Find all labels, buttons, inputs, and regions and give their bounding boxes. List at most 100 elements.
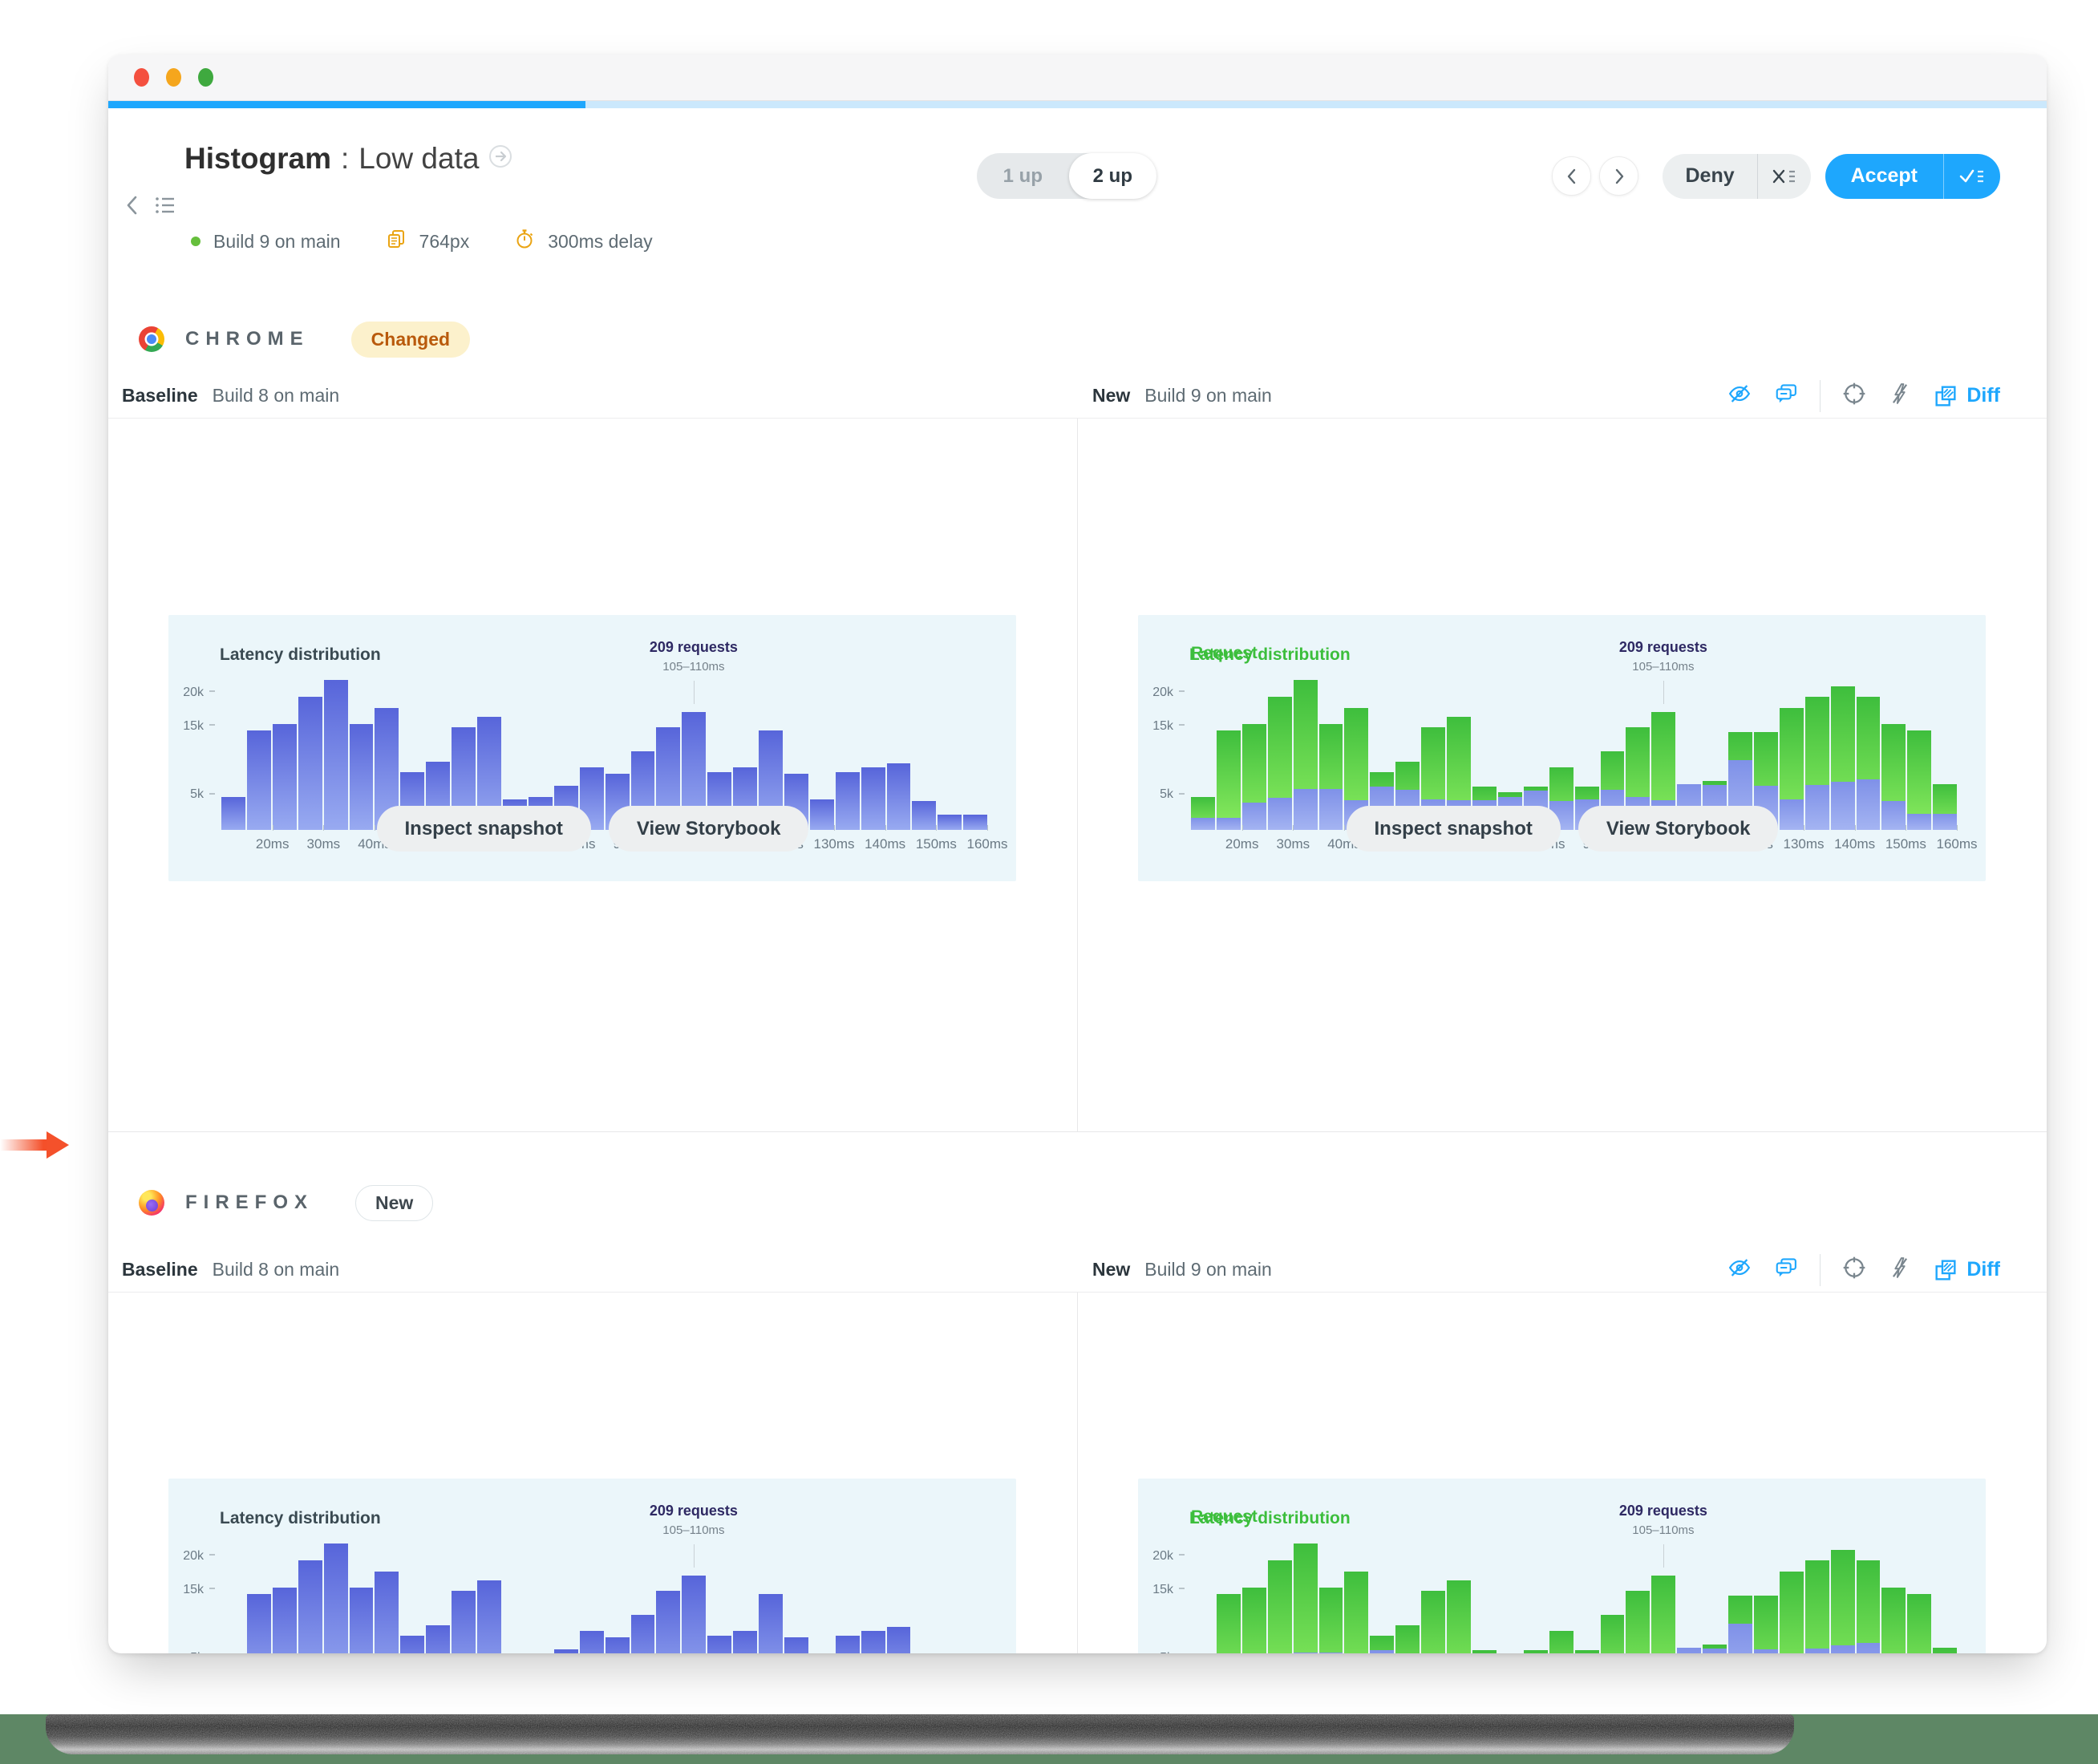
- x-axis-label: 160ms: [966, 836, 1008, 852]
- diff-label: Diff: [1966, 384, 2000, 407]
- story-meta-row: Build 9 on main 764px 300ms delay: [191, 229, 653, 254]
- toggle-2up[interactable]: 2 up: [1068, 153, 1156, 199]
- bar: [579, 1541, 604, 1653]
- bar: [221, 678, 245, 830]
- story-header: Histogram : Low data Build 9 on main 764…: [108, 108, 2047, 265]
- deny-button[interactable]: Deny: [1685, 164, 1735, 187]
- close-window-button[interactable]: [134, 68, 149, 87]
- bar-series: [1191, 1541, 1958, 1653]
- firefox-baseline-pane: Latency distribution5k15k20k20ms30ms40ms…: [108, 1293, 1077, 1653]
- bar-series: [221, 1541, 987, 1653]
- hide-changes-icon[interactable]: [1727, 382, 1752, 411]
- desktop-background-strip: [0, 1714, 2098, 1764]
- y-axis-label: 15k: [1149, 1583, 1185, 1597]
- view-storybook-button[interactable]: View Storybook: [1578, 806, 1779, 852]
- x-axis-label: 150ms: [1885, 836, 1926, 852]
- highlight-off-icon[interactable]: [1888, 1255, 1912, 1285]
- x-axis-label: 130ms: [813, 836, 855, 852]
- bar: [1472, 1541, 1497, 1653]
- x-axis-label: 140ms: [1834, 836, 1876, 852]
- x-axis-tick: [1241, 825, 1243, 831]
- inspect-snapshot-button[interactable]: Inspect snapshot: [376, 806, 591, 852]
- annotation-line: [693, 681, 695, 704]
- bar: [938, 1541, 962, 1653]
- firefox-section-header: FIREFOX New: [108, 1176, 2047, 1229]
- bar: [784, 1541, 808, 1653]
- bar: [1626, 1541, 1650, 1653]
- bar: [1267, 1541, 1292, 1653]
- delay-value: 300ms delay: [548, 230, 653, 252]
- y-axis-label: 5k: [1149, 787, 1185, 802]
- x-axis-label: 160ms: [1936, 836, 1978, 852]
- bar: [246, 678, 271, 830]
- chrome-new-pane: Latency Request distribution 5k 15k 20k 20ms 3…: [1077, 419, 2047, 1131]
- page-title: Histogram : Low data: [184, 142, 512, 176]
- next-story-button[interactable]: [1599, 156, 1639, 196]
- bar: [835, 678, 860, 830]
- back-chevron-icon[interactable]: [123, 192, 142, 223]
- build-status-text: Build 9 on main: [213, 230, 341, 252]
- delay-stopwatch-icon: [514, 229, 535, 254]
- highlight-off-icon[interactable]: [1888, 381, 1912, 411]
- prev-story-button[interactable]: [1552, 156, 1592, 196]
- toolbar-divider: [1820, 379, 1821, 412]
- chart-title: Latency Request distribution: [1189, 1507, 1351, 1527]
- y-axis-label: 5k: [180, 787, 215, 802]
- annotation-range: 105–110ms: [662, 1523, 725, 1537]
- diff-toggle[interactable]: Diff: [1933, 383, 2000, 409]
- x-axis-tick: [834, 825, 835, 831]
- story-list-icon[interactable]: [153, 193, 177, 221]
- diff-layers-icon: [1935, 385, 1956, 407]
- story-name: Low data: [358, 142, 480, 175]
- bar: [221, 1541, 245, 1653]
- bar: [1677, 1541, 1702, 1653]
- comments-icon[interactable]: [1773, 1256, 1799, 1285]
- firefox-baseline-snapshot[interactable]: Latency distribution5k15k20k20ms30ms40ms…: [168, 1479, 1016, 1653]
- chart-title: Latency distribution: [220, 1509, 381, 1527]
- bar: [1421, 1541, 1446, 1653]
- bar: [349, 1541, 374, 1653]
- bar: [1293, 1541, 1318, 1653]
- bar: [1574, 1541, 1599, 1653]
- window-titlebar: [108, 55, 2047, 101]
- inspect-snapshot-button[interactable]: Inspect snapshot: [1346, 806, 1561, 852]
- bar: [630, 1541, 655, 1653]
- hide-changes-icon[interactable]: [1727, 1256, 1752, 1285]
- minimize-window-button[interactable]: [166, 68, 181, 87]
- focus-crosshair-icon[interactable]: [1841, 381, 1867, 411]
- chart-annotation: 209 requests 105–110ms: [650, 1503, 738, 1537]
- view-storybook-button[interactable]: View Storybook: [608, 806, 809, 852]
- bar: [1856, 1541, 1881, 1653]
- go-to-story-icon[interactable]: [488, 142, 512, 176]
- bar: [298, 678, 322, 830]
- bar: [759, 1541, 783, 1653]
- bar: [1318, 1541, 1343, 1653]
- maximize-window-button[interactable]: [198, 68, 213, 87]
- focus-crosshair-icon[interactable]: [1841, 1255, 1867, 1285]
- accept-button[interactable]: Accept: [1850, 164, 1918, 187]
- bar: [1216, 678, 1241, 830]
- baseline-build: Build 8 on main: [212, 1258, 340, 1280]
- chrome-panes: Latency distribution 5k 15k 20k 20ms 30ms 40ms…: [108, 419, 2047, 1132]
- firefox-panes: Latency distribution5k15k20k20ms30ms40ms…: [108, 1293, 2047, 1653]
- comments-icon[interactable]: [1773, 382, 1799, 411]
- x-axis-label: 130ms: [1783, 836, 1825, 852]
- chrome-compare-header: Baseline Build 8 on main New Build 9 on …: [108, 373, 2047, 419]
- bar: [272, 1541, 297, 1653]
- x-axis-tick: [936, 825, 938, 831]
- deny-batch-icon[interactable]: [1758, 154, 1811, 199]
- bar: [1804, 678, 1829, 830]
- annotation-value: 209 requests: [649, 1503, 738, 1519]
- bar: [349, 678, 374, 830]
- accept-batch-icon[interactable]: [1944, 154, 2000, 199]
- annotation-line: [1663, 1544, 1664, 1568]
- laptop-base: [46, 1714, 1794, 1754]
- new-label: New: [1092, 384, 1131, 406]
- bar: [272, 678, 297, 830]
- toggle-1up[interactable]: 1 up: [1002, 164, 1043, 187]
- accept-button-group: Accept: [1825, 153, 2000, 199]
- diff-toggle[interactable]: Diff: [1933, 1257, 2000, 1283]
- bar: [861, 678, 885, 830]
